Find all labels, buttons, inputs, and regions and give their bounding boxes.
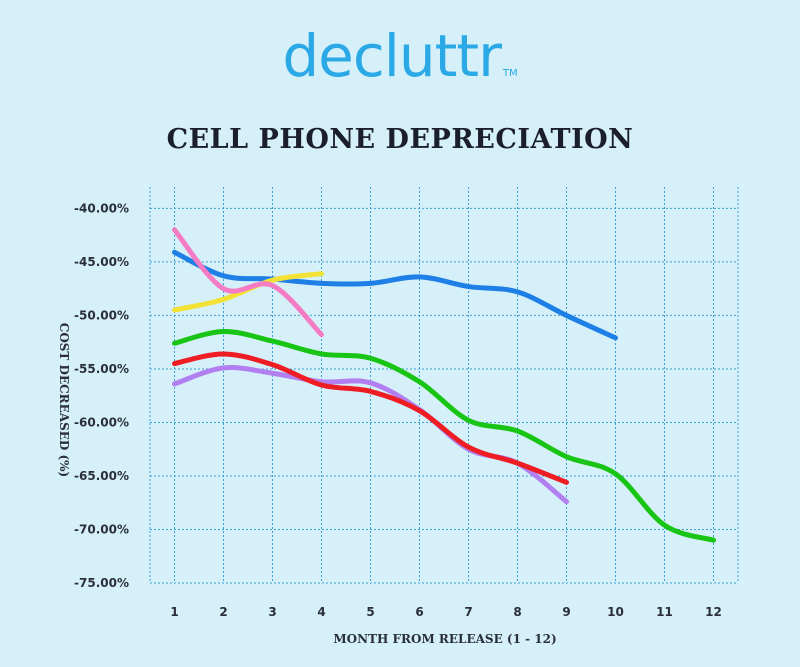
x-axis-label: MONTH FROM RELEASE (1 - 12)	[333, 632, 556, 646]
x-axis-ticks: 1 2 3 4 5 6 7 8 9 10 11 12	[170, 605, 722, 619]
chart-title: CELL PHONE DEPRECIATION	[166, 124, 634, 155]
x-tick-label: 10	[607, 605, 624, 619]
chart-series	[172, 227, 716, 543]
chart-grid	[149, 187, 739, 584]
series-line-4	[172, 328, 716, 543]
x-tick-label: 11	[656, 605, 673, 619]
y-tick-label: -60.00%	[74, 415, 129, 429]
series-line-6	[172, 351, 569, 485]
y-tick-label: -55.00%	[74, 362, 129, 376]
y-tick-label: -75.00%	[74, 576, 129, 590]
brand-logo: decluttr TM	[0, 22, 800, 90]
x-tick-label: 5	[366, 605, 374, 619]
y-axis-ticks: -40.00% -45.00% -50.00% -55.00% -60.00% -65.0…	[74, 201, 129, 590]
logo-trademark: TM	[502, 68, 518, 79]
x-tick-label: 4	[317, 605, 325, 619]
series-line-1	[172, 249, 618, 341]
y-tick-label: -40.00%	[74, 201, 129, 215]
x-tick-label: 12	[705, 605, 722, 619]
y-tick-label: -65.00%	[74, 469, 129, 483]
y-tick-label: -50.00%	[74, 308, 129, 322]
x-tick-label: 3	[268, 605, 276, 619]
x-tick-label: 6	[415, 605, 423, 619]
y-axis-label: COST DECREASED (%)	[57, 323, 71, 477]
series-line-3	[172, 227, 324, 338]
x-tick-label: 7	[464, 605, 472, 619]
x-tick-label: 9	[562, 605, 570, 619]
logo-text: decluttr	[282, 22, 502, 90]
x-tick-label: 1	[170, 605, 178, 619]
y-tick-label: -45.00%	[74, 255, 129, 269]
y-tick-label: -70.00%	[74, 522, 129, 536]
x-tick-label: 8	[513, 605, 521, 619]
x-tick-label: 2	[219, 605, 227, 619]
